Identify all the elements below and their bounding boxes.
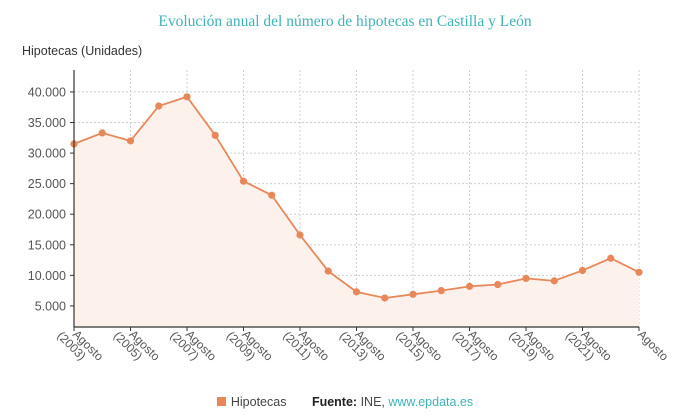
legend: Hipotecas Fuente: INE, www.epdata.es (0, 395, 690, 409)
x-tick-label: Agosto(2015) (393, 320, 445, 372)
data-point[interactable] (352, 288, 361, 296)
y-tick-label: 15.000 (28, 238, 66, 252)
y-tick-label: 20.000 (28, 208, 66, 222)
data-point[interactable] (578, 266, 587, 275)
data-point[interactable] (409, 290, 417, 298)
data-point[interactable] (183, 93, 191, 101)
x-tick-label: Agosto(2011) (280, 320, 332, 372)
data-point[interactable] (437, 287, 445, 295)
source-link[interactable]: www.epdata.es (388, 395, 474, 409)
x-tick-label: Agosto (635, 327, 672, 364)
data-point[interactable] (211, 131, 219, 139)
x-tick-label: Agosto(2005) (111, 320, 163, 372)
data-point[interactable] (381, 294, 389, 302)
x-tick-label: Agosto(2003) (54, 320, 106, 372)
source-label: Fuente: (311, 395, 358, 409)
data-point[interactable] (324, 267, 332, 275)
source-note: Fuente: INE, www.epdata.es (312, 395, 473, 409)
data-point[interactable] (522, 274, 530, 283)
data-point[interactable] (465, 282, 474, 290)
x-tick-label: Agosto(2009) (224, 320, 276, 372)
data-point[interactable] (494, 280, 502, 289)
data-point[interactable] (268, 191, 276, 199)
data-point[interactable] (550, 277, 558, 285)
data-point[interactable] (126, 137, 135, 145)
y-axis-title: Hipotecas (Unidades) (22, 44, 143, 58)
y-tick-label: 5.000 (35, 299, 66, 313)
y-tick-label: 30.000 (28, 147, 66, 161)
data-point[interactable] (607, 254, 615, 262)
x-tick-label: Agosto(2017) (450, 320, 502, 372)
y-tick-label: 10.000 (28, 269, 66, 283)
chart-title: Evolución anual del número de hipotecas … (158, 13, 532, 30)
y-tick-label: 40.000 (28, 85, 66, 99)
data-point[interactable] (155, 102, 163, 110)
area-fill (74, 96, 639, 327)
y-tick-label: 35.000 (28, 116, 66, 130)
legend-swatch-icon (216, 397, 226, 406)
x-tick-label: Agosto(2013) (337, 320, 389, 372)
data-point[interactable] (239, 177, 248, 185)
data-point[interactable] (635, 268, 643, 276)
source-value: INE, (360, 395, 385, 409)
data-point[interactable] (296, 231, 304, 239)
x-tick-label: Agosto(2021) (563, 320, 615, 372)
legend-series-label[interactable]: Hipotecas (230, 395, 287, 409)
x-tick-label: Agosto(2019) (506, 320, 558, 372)
data-point[interactable] (98, 129, 106, 137)
x-tick-label: Agosto(2007) (167, 320, 219, 372)
y-tick-label: 25.000 (28, 177, 66, 191)
